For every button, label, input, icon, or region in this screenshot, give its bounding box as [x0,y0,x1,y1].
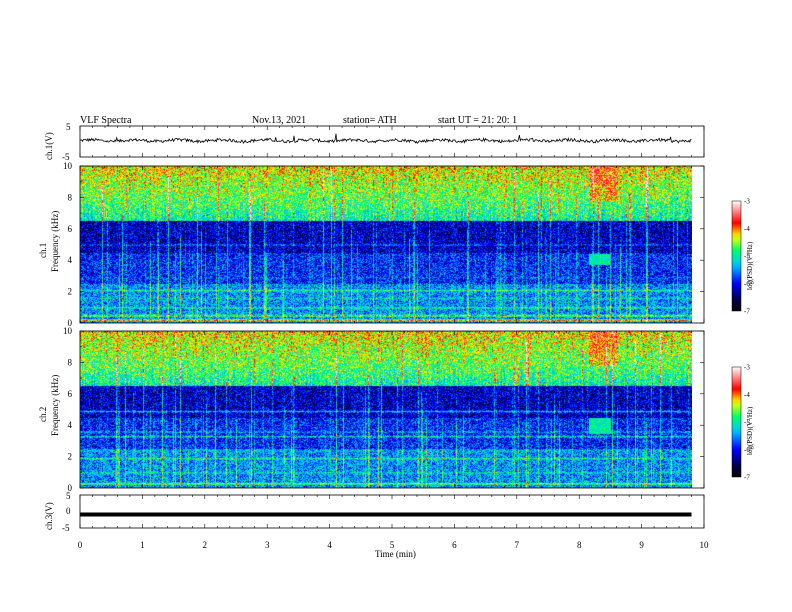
ch1-ylabel: ch.1(V) [44,132,54,160]
colorbar-tick-label: -5 [744,253,750,261]
ch1-waveform-frame [79,125,705,158]
y-tick-label: 10 [63,326,73,336]
y-tick-label: 0 [68,318,73,328]
ch2-colorbar-frame [731,366,742,478]
x-tick-label: 1 [140,540,145,550]
y-tick-label: 4 [68,420,73,430]
x-tick-label: 5 [390,540,395,550]
y-tick-label: 6 [68,389,73,399]
colorbar-tick-label: -4 [744,391,750,399]
ch3-waveform-frame [79,494,705,529]
ch1-waveform-panel: 5 -5 ch.1(V) [44,122,705,162]
ch3-waveform-panel: 5 0 -5 ch.3(V) 0 1 2 3 4 5 6 7 8 9 10 Time (min) [44,491,709,559]
ch1-colorbar-frame [731,200,742,312]
y-tick-label: 2 [68,287,73,297]
colorbar-tick-label: -4 [744,225,750,233]
x-tick-label: 10 [700,540,710,550]
ch2-spectrogram-xticks [79,331,705,488]
time-axis-tick-labels: 0 1 2 3 4 5 6 7 8 9 10 [78,540,709,550]
station-label: station= ATH [343,115,397,126]
x-tick-label: 9 [639,540,644,550]
colorbar-tick-label: -3 [744,198,750,206]
ch2-spectrogram-ylabel-channel: ch.2 [38,407,48,422]
ch1-waveform-xticks [79,126,705,157]
x-tick-label: 0 [78,540,83,550]
x-tick-label: 7 [515,540,520,550]
ch1-spectrogram-xticks [79,166,705,323]
x-tick-label: 4 [327,540,332,550]
x-tick-label: 8 [577,540,582,550]
y-tick-label: 0 [68,483,73,493]
ch2-spectrogram-image [80,331,692,488]
ch1-spectrogram-ylabel-channel: ch.1 [38,243,48,258]
ch1-colorbar: -3 -4 -5 -6 -7 log(PSD)(V²/Hz) [731,198,754,316]
ch2-spectrogram-ylabel-frequency: Frequency (kHz) [50,375,60,436]
ch2-colorbar-label: log(PSD)(V²/Hz) [746,406,754,455]
colorbar-tick-label: -5 [744,419,750,427]
ch1-colorbar-label: log(PSD)(V²/Hz) [746,241,754,290]
ch1-spectrogram-yticks: 10 8 6 4 2 0 [63,161,704,328]
ch3-ytick-middle: 0 [66,506,71,516]
colorbar-tick-label: -6 [744,446,750,454]
ch2-spectrogram-panel: 10 8 6 4 2 0 ch.2 Frequency (kHz) [38,326,705,493]
ch1-spectrogram-image [80,166,692,323]
y-tick-label: 8 [68,192,73,202]
x-tick-label: 2 [203,540,208,550]
ch1-colorbar-gradient [732,201,741,311]
figure-title: VLF Spectra [80,115,132,126]
y-tick-label: 10 [63,161,73,171]
x-tick-label: 6 [452,540,457,550]
ch3-ytick-bottom: -5 [62,523,70,533]
start-ut-label: start UT = 21: 20: 1 [438,115,517,126]
colorbar-tick-label: -7 [744,474,750,482]
ch3-waveform-xticks [79,495,705,528]
ch2-colorbar-ticks: -3 -4 -5 -6 -7 [744,364,750,482]
ch1-spectrogram-canvas-wrap [80,166,692,323]
y-tick-label: 2 [68,452,73,462]
ch2-colorbar: -3 -4 -5 -6 -7 log(PSD)(V²/Hz) [731,364,754,482]
date-label: Nov.13, 2021 [252,115,306,126]
time-axis-label: Time (min) [375,549,416,559]
ch2-spectrogram-yticks: 10 8 6 4 2 0 [63,326,704,493]
ch3-ytick-top: 5 [66,491,71,501]
ch1-waveform-line [80,133,692,144]
colorbar-tick-label: -7 [744,308,750,316]
ch1-ytick-bottom: -5 [62,152,70,162]
ch2-spectrogram-canvas-wrap [80,331,692,488]
colorbar-tick-label: -6 [744,280,750,288]
ch1-ytick-top: 5 [66,122,71,132]
ch1-spectrogram-panel: 10 8 6 4 2 0 ch.1 Frequency (kHz) [38,161,705,328]
ch3-ylabel: ch.3(V) [44,502,54,530]
ch1-spectrogram-ylabel-frequency: Frequency (kHz) [50,211,60,272]
ch2-colorbar-gradient [732,367,741,477]
ch1-colorbar-ticks: -3 -4 -5 -6 -7 [744,198,750,316]
x-tick-label: 3 [265,540,270,550]
y-tick-label: 6 [68,224,73,234]
colorbar-tick-label: -3 [744,364,750,372]
y-tick-label: 4 [68,255,73,265]
y-tick-label: 8 [68,357,73,367]
